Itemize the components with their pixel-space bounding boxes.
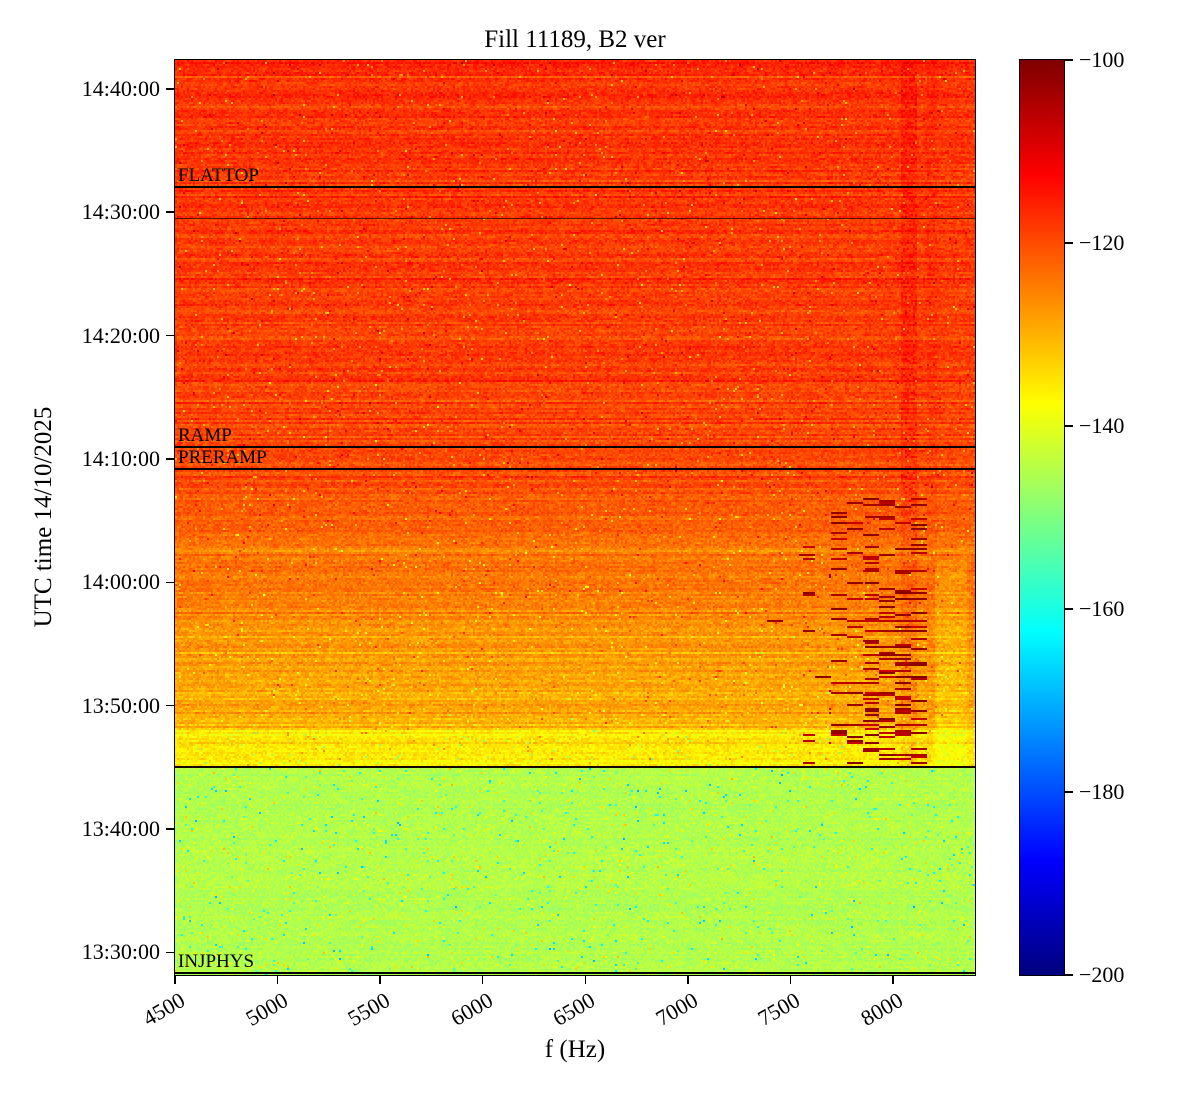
y-tick-mark [166, 581, 174, 584]
y-tick-label: 13:50:00 [81, 692, 160, 718]
y-tick-mark [166, 88, 174, 90]
y-tick-mark [166, 951, 174, 954]
colorbar-tick-label: −180 [1079, 779, 1125, 804]
y-tick-label: 14:20:00 [81, 322, 160, 348]
y-axis-label: UTC time 14/10/2025 [30, 406, 57, 628]
y-tick-label: 14:10:00 [81, 445, 160, 471]
y-tick-mark [166, 704, 174, 707]
colorbar-tick-mark [1065, 974, 1073, 976]
chart-title: Fill 11189, B2 ver [484, 26, 666, 53]
x-tick-mark [481, 976, 484, 984]
x-tick-label: 6000 [446, 987, 497, 1031]
x-tick-label: 7500 [753, 987, 805, 1031]
y-tick-mark [166, 334, 174, 337]
colorbar-tick-label: −100 [1079, 47, 1125, 72]
colorbar-tick-mark [1065, 608, 1073, 610]
y-tick-mark [166, 211, 174, 213]
x-tick-label: 6500 [548, 987, 600, 1031]
colorbar-tick-mark [1065, 59, 1073, 61]
x-tick-label: 7000 [651, 987, 702, 1031]
colorbar-tick-label: −120 [1079, 230, 1125, 255]
y-tick-label: 14:40:00 [81, 75, 160, 101]
x-tick-mark [379, 976, 381, 984]
y-tick-label: 13:30:00 [81, 939, 160, 965]
x-tick-label: 4500 [138, 987, 189, 1031]
colorbar-tick-mark [1065, 242, 1073, 244]
spectrogram-heatmap [175, 60, 975, 975]
x-tick-mark [687, 976, 689, 984]
colorbar-tick-mark [1065, 425, 1073, 427]
x-tick-mark [584, 976, 586, 984]
x-tick-label: 5000 [240, 987, 292, 1031]
colorbar-tick-label: −160 [1079, 596, 1125, 621]
y-tick-label: 14:00:00 [81, 569, 160, 595]
x-tick-mark [174, 976, 176, 984]
y-tick-mark [166, 458, 174, 460]
x-tick-mark [276, 976, 279, 984]
x-tick-mark [892, 976, 894, 984]
y-tick-mark [166, 828, 174, 830]
colorbar-gradient [1020, 60, 1064, 975]
colorbar-tick-label: −140 [1079, 413, 1125, 438]
x-tick-mark [789, 976, 792, 984]
x-tick-label: 5500 [343, 987, 395, 1031]
colorbar-tick-mark [1065, 791, 1073, 793]
y-tick-label: 13:40:00 [81, 816, 160, 841]
x-axis-label: f (Hz) [544, 1036, 606, 1063]
colorbar-tick-label: −200 [1079, 962, 1125, 987]
x-tick-label: 8000 [856, 987, 907, 1031]
y-tick-label: 14:30:00 [81, 199, 160, 225]
